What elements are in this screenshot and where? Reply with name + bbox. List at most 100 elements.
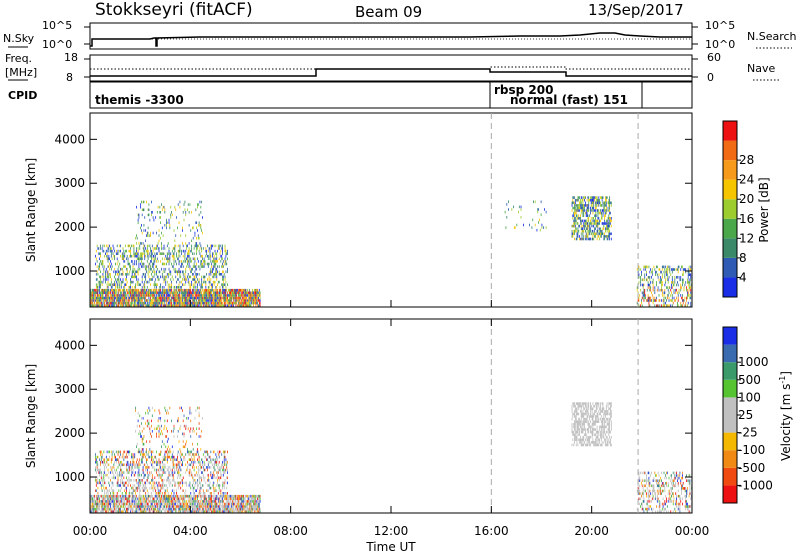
scatter-cell [145, 294, 147, 297]
scatter-cell [187, 291, 189, 295]
scatter-cell [671, 299, 673, 302]
scatter-cell [182, 270, 184, 274]
scatter-cell [659, 304, 661, 307]
scatter-cell [151, 278, 152, 281]
scatter-cell [197, 234, 199, 237]
scatter-cell [168, 510, 170, 513]
scatter-cell [150, 502, 152, 506]
scatter-cell [682, 268, 684, 271]
scatter-cell [238, 288, 239, 292]
cpid-panel: CPID themis -3300 rbsp 200 normal (fast)… [8, 81, 693, 109]
scatter-cell [154, 257, 156, 261]
scatter-cell [105, 481, 106, 485]
scatter-cell [174, 244, 176, 248]
scatter-cell [201, 299, 203, 302]
scatter-cell [578, 224, 580, 228]
scatter-cell [121, 481, 123, 485]
scatter-cell [215, 270, 217, 274]
scatter-cell [228, 505, 229, 508]
scatter-cell [207, 296, 209, 300]
scatter-cell [131, 455, 133, 459]
scatter-cell [120, 453, 121, 456]
scatter-cell [235, 288, 237, 292]
scatter-cell [141, 299, 142, 302]
scatter-cell [238, 497, 240, 501]
scatter-cell [156, 505, 158, 508]
scatter-cell [663, 299, 665, 302]
scatter-cell [178, 260, 180, 263]
scatter-cell [117, 500, 119, 503]
scatter-cell [177, 286, 179, 289]
scatter-cell [192, 510, 193, 513]
scatter-cell [233, 294, 235, 297]
scatter-cell [640, 268, 642, 271]
scatter-cell [195, 221, 197, 224]
scatter-cell [211, 505, 213, 508]
scatter-cell [583, 204, 585, 207]
scatter-cell [126, 486, 127, 490]
scatter-cell [163, 497, 165, 501]
scatter-cell [99, 473, 101, 477]
scatter-cell [169, 294, 171, 297]
scatter-cell [219, 510, 221, 513]
scatter-cell [584, 224, 585, 228]
scatter-cell [246, 494, 248, 498]
scatter-cell [598, 217, 600, 220]
scatter-cell [100, 460, 101, 464]
scatter-cell [200, 211, 202, 214]
scatter-cell [222, 244, 223, 248]
scatter-cell [91, 288, 93, 292]
scatter-cell [98, 299, 100, 302]
scatter-cell [545, 210, 547, 214]
scatter-cell [595, 206, 596, 210]
scatter-cell [202, 510, 203, 513]
scatter-cell [585, 222, 586, 225]
scatter-cell [132, 502, 134, 506]
scatter-cell [119, 286, 121, 289]
scatter-cell [681, 304, 682, 307]
scatter-cell [127, 257, 129, 261]
scatter-cell [641, 291, 643, 295]
scatter-cell [187, 502, 188, 506]
scatter-cell [96, 260, 98, 263]
scatter-cell [179, 510, 181, 513]
scatter-cell [136, 296, 137, 300]
scatter-cell [130, 288, 131, 292]
scatter-cell [126, 450, 128, 454]
scatter-cell [687, 273, 689, 276]
scatter-cell [174, 257, 176, 261]
scatter-cell [151, 294, 152, 297]
scatter-cell [100, 450, 102, 454]
scatter-cell [209, 299, 211, 302]
scatter-cell [231, 510, 233, 513]
scatter-cell [183, 500, 185, 503]
scatter-cell [256, 299, 258, 302]
scatter-cell [115, 294, 117, 297]
scatter-cell [222, 252, 223, 255]
scatter-cell [255, 510, 257, 513]
scatter-cell [126, 304, 128, 307]
scatter-cell [222, 288, 223, 292]
scatter-cell [107, 497, 109, 501]
scatter-cell [148, 267, 150, 271]
scatter-cell [151, 252, 153, 255]
scatter-cell [597, 204, 599, 207]
scatter-cell [253, 288, 255, 292]
scatter-cell [243, 291, 245, 295]
scatter-cell [101, 260, 103, 263]
scatter-cell [146, 294, 147, 297]
scatter-cell [105, 270, 106, 274]
scatter-cell [153, 497, 155, 501]
scatter-cell [92, 291, 94, 295]
scatter-cell [135, 479, 137, 482]
scatter-cell [111, 301, 113, 305]
scatter-cell [105, 296, 107, 300]
colorbar-swatch [723, 277, 737, 297]
scatter-cell [574, 224, 576, 228]
scatter-cell [228, 304, 230, 307]
scatter-cell [207, 510, 209, 513]
scatter-cell [192, 296, 193, 300]
scatter-cell [126, 275, 127, 279]
scatter-cell [249, 494, 251, 498]
scatter-cell [182, 500, 184, 503]
